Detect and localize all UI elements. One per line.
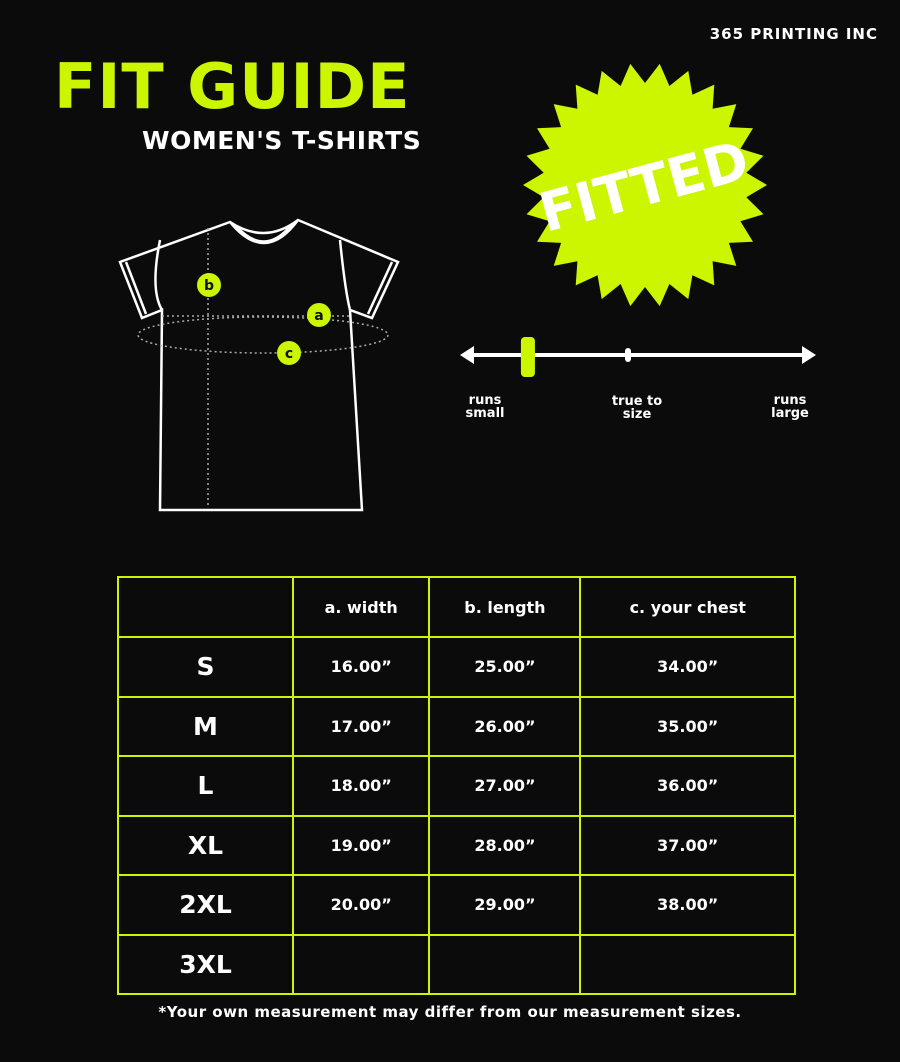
- chest-cell: 34.00”: [579, 636, 796, 698]
- size-cell: XL: [117, 814, 294, 876]
- chest-cell: 37.00”: [579, 814, 796, 876]
- table-row: S 16.00” 25.00” 34.00”: [117, 636, 796, 698]
- length-cell: 26.00”: [428, 695, 582, 757]
- svg-text:c: c: [285, 346, 293, 362]
- brand-name: 365 PRINTING INC: [709, 25, 878, 43]
- middle-tick: [625, 348, 631, 362]
- size-table: a. width b. length c. your chest S 16.00”…: [117, 576, 796, 995]
- width-cell: 20.00”: [291, 874, 431, 936]
- width-cell: 18.00”: [291, 755, 431, 817]
- width-cell: 19.00”: [291, 814, 431, 876]
- size-cell: M: [117, 695, 294, 757]
- label-a: a: [307, 303, 331, 327]
- fit-scale: [460, 337, 816, 377]
- chest-cell: 36.00”: [579, 755, 796, 817]
- footnote: *Your own measurement may differ from ou…: [158, 1003, 742, 1021]
- chest-cell: 35.00”: [579, 695, 796, 757]
- length-cell: [428, 933, 582, 995]
- length-cell: 27.00”: [428, 755, 582, 817]
- measurement-guides: [137, 228, 389, 506]
- width-cell: 16.00”: [291, 636, 431, 698]
- length-cell: 29.00”: [428, 874, 582, 936]
- arrow-left-icon: [460, 346, 474, 364]
- width-cell: [291, 933, 431, 995]
- length-cell: 25.00”: [428, 636, 582, 698]
- header-size: [117, 576, 294, 638]
- arrow-right-icon: [802, 346, 816, 364]
- scale-label-runs-large: runs large: [771, 393, 809, 421]
- table-row: M 17.00” 26.00” 35.00”: [117, 695, 796, 757]
- graphics: FITTED b a c: [118, 63, 816, 512]
- table-row: 3XL: [117, 933, 796, 995]
- width-cell: 17.00”: [291, 695, 431, 757]
- header-length: b. length: [428, 576, 582, 638]
- size-cell: L: [117, 755, 294, 817]
- header-chest: c. your chest: [579, 576, 796, 638]
- page-title: FIT GUIDE: [54, 50, 411, 123]
- page-subtitle: WOMEN'S T-SHIRTS: [142, 126, 422, 155]
- size-cell: 2XL: [117, 874, 294, 936]
- fitted-badge-starburst: [523, 63, 767, 307]
- header-width: a. width: [291, 576, 431, 638]
- scale-label-true-to-size: true to size: [611, 394, 663, 422]
- table-row: 2XL 20.00” 29.00” 38.00”: [117, 874, 796, 936]
- size-cell: 3XL: [117, 933, 294, 995]
- label-b: b: [197, 273, 221, 297]
- table-row: XL 19.00” 28.00” 37.00”: [117, 814, 796, 876]
- scale-label-runs-small: runs small: [465, 393, 505, 421]
- length-cell: 28.00”: [428, 814, 582, 876]
- tshirt-diagram: [118, 218, 400, 512]
- size-cell: S: [117, 636, 294, 698]
- table-header-row: a. width b. length c. your chest: [117, 576, 796, 638]
- chest-cell: 38.00”: [579, 874, 796, 936]
- label-c: c: [277, 341, 301, 365]
- chest-cell: [579, 933, 796, 995]
- svg-text:a: a: [314, 308, 323, 324]
- table-row: L 18.00” 27.00” 36.00”: [117, 755, 796, 817]
- fit-marker: [520, 337, 535, 377]
- svg-text:b: b: [204, 278, 214, 294]
